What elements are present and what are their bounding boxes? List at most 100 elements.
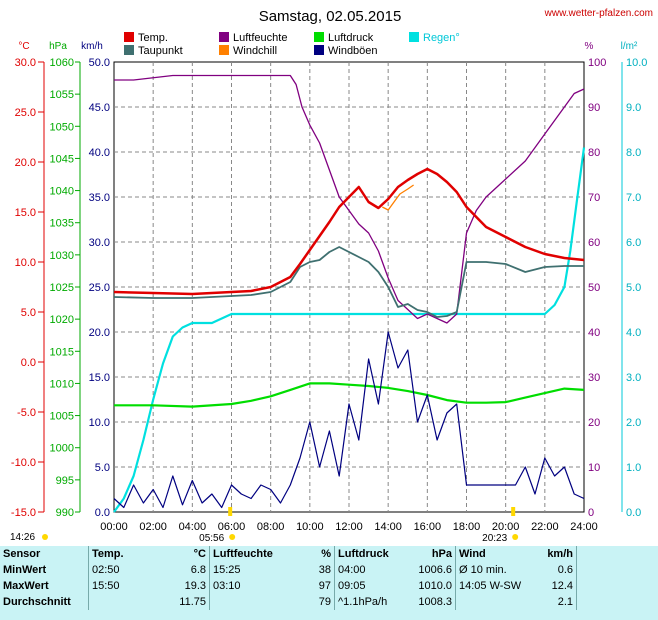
wind-value: 0.6 xyxy=(557,564,573,576)
pressure-value: 1010.0 xyxy=(418,580,452,592)
series-luftdruck-line xyxy=(114,382,585,408)
weather-chart: Samstag, 02.05.2015 www.wetter-pfalzen.c… xyxy=(10,8,653,544)
time-tick: 08:00 xyxy=(257,521,285,533)
rain-unit-label: l/m² xyxy=(621,41,638,52)
axis-units: °C hPa km/h% l/m² xyxy=(18,41,638,52)
hdr-temp: Temp. xyxy=(88,546,151,562)
pressure-tick: 1060 xyxy=(50,57,74,69)
stats-header-row: Sensor Temp. °C Luftfeuchte % Luftdruck … xyxy=(0,546,658,562)
sunset-label: 20:23 xyxy=(482,533,507,544)
rain-tick: 4.0 xyxy=(626,327,641,339)
pressure-tick: 990 xyxy=(56,507,74,519)
wind-tick: 0.0 xyxy=(95,507,110,519)
daylength-label: 14:26 xyxy=(10,532,35,543)
time-tick: 24:00 xyxy=(570,521,598,533)
series-temp-line xyxy=(113,167,585,296)
legend-label: Luftdruck xyxy=(328,32,374,44)
stats-row-min: MinWert 02:50 6.8 15:25 38 04:00 1006.6 … xyxy=(0,562,658,578)
pressure-tick: 1040 xyxy=(50,186,74,198)
stats-panel: Sensor Temp. °C Luftfeuchte % Luftdruck … xyxy=(0,546,658,620)
legend-swatch xyxy=(409,32,419,42)
time-tick: 04:00 xyxy=(179,521,207,533)
row-label: MinWert xyxy=(3,564,47,576)
humidity-tick: 30 xyxy=(588,372,600,384)
site-link[interactable]: www.wetter-pfalzen.com xyxy=(544,8,653,19)
rain-tick: 9.0 xyxy=(626,102,641,114)
temp-tick: 15.0 xyxy=(15,207,36,219)
time-tick: 06:00 xyxy=(218,521,246,533)
series-luftfeuchte-line xyxy=(114,74,585,324)
hdr-sensor: Sensor xyxy=(0,546,89,562)
wind-value: 2.1 xyxy=(557,596,573,608)
time-tick: 12:00 xyxy=(335,521,363,533)
temp-tick: -15.0 xyxy=(11,507,36,519)
legend-label: Luftfeuchte xyxy=(233,32,287,44)
legend-swatch xyxy=(314,32,324,42)
wind-time: 14:05 W-SW xyxy=(455,578,530,594)
pressure-unit-label: hPa xyxy=(49,41,67,52)
rain-tick: 6.0 xyxy=(626,237,641,249)
pressure-value: 1008.3 xyxy=(418,596,452,608)
rain-tick: 10.0 xyxy=(626,57,647,69)
humidity-value: 38 xyxy=(318,564,331,576)
pressure-tick: 1045 xyxy=(50,153,74,165)
stats-row-max: MaxWert 15:50 19.3 03:10 97 09:05 1010.0… xyxy=(0,578,658,594)
temp-tick: 25.0 xyxy=(15,107,36,119)
temp-tick: 30.0 xyxy=(15,57,36,69)
hdr-humidity-unit: % xyxy=(284,546,335,562)
humidity-tick: 90 xyxy=(588,102,600,114)
sunrise-marker xyxy=(228,507,233,516)
pressure-time: 09:05 xyxy=(334,578,405,594)
hdr-pressure: Luftdruck xyxy=(334,546,405,562)
temp-tick: -10.0 xyxy=(11,457,36,469)
humidity-tick: 70 xyxy=(588,192,600,204)
temp-value: 6.8 xyxy=(190,564,206,576)
legend-swatch xyxy=(124,45,134,55)
time-tick: 00:00 xyxy=(100,521,128,533)
humidity-tick: 80 xyxy=(588,147,600,159)
chart-title: Samstag, 02.05.2015 xyxy=(259,8,402,25)
sun-markers: 05:56 20:23 14:26 xyxy=(10,507,519,544)
humidity-time: 15:25 xyxy=(209,562,284,578)
legend-label: Regen° xyxy=(423,32,460,44)
wind-tick: 25.0 xyxy=(89,282,110,294)
legend-swatch xyxy=(219,45,229,55)
temp-tick: 0.0 xyxy=(21,357,36,369)
hdr-wind: Wind xyxy=(455,546,530,562)
humidity-time: 03:10 xyxy=(209,578,284,594)
legend-swatch xyxy=(219,32,229,42)
rain-tick: 5.0 xyxy=(626,282,641,294)
humidity-value: 79 xyxy=(318,596,331,608)
rain-tick: 7.0 xyxy=(626,192,641,204)
pressure-tick: 1020 xyxy=(50,314,74,326)
humidity-tick: 20 xyxy=(588,417,600,429)
hdr-pressure-unit: hPa xyxy=(405,546,456,562)
pressure-tick: 1005 xyxy=(50,411,74,423)
time-tick: 20:00 xyxy=(492,521,520,533)
wind-tick: 20.0 xyxy=(89,327,110,339)
temp-tick: -5.0 xyxy=(17,407,36,419)
row-label: Durchschnitt xyxy=(3,596,71,608)
stats-table: Sensor Temp. °C Luftfeuchte % Luftdruck … xyxy=(0,546,658,610)
pressure-tick: 1055 xyxy=(50,89,74,101)
temp-tick: 20.0 xyxy=(15,157,36,169)
time-tick: 02:00 xyxy=(139,521,167,533)
temp-unit-label: °C xyxy=(18,41,29,52)
wind-tick: 40.0 xyxy=(89,147,110,159)
wind-tick: 15.0 xyxy=(89,372,110,384)
series-windböen-line xyxy=(113,331,585,509)
pressure-tick: 1015 xyxy=(50,346,74,358)
series-windchill-line xyxy=(382,184,414,211)
stats-row-avg: Durchschnitt 11.75 79 ^1.1hPa/h 1008.3 2… xyxy=(0,594,658,610)
pressure-value: 1006.6 xyxy=(418,564,452,576)
hdr-wind-unit: km/h xyxy=(530,546,577,562)
sunrise-label: 05:56 xyxy=(199,533,224,544)
data-series xyxy=(113,74,586,513)
legend-label: Windböen xyxy=(328,45,378,57)
pressure-tick: 1030 xyxy=(50,250,74,262)
sun-icon xyxy=(42,534,48,540)
pressure-tick: 995 xyxy=(56,475,74,487)
temp-time: 02:50 xyxy=(88,562,151,578)
legend-swatch xyxy=(124,32,134,42)
